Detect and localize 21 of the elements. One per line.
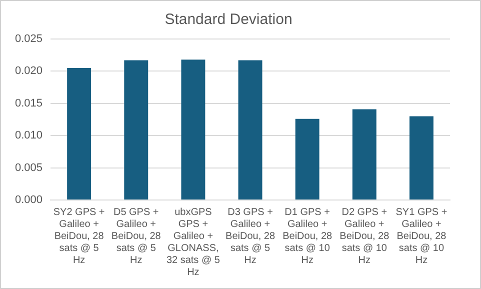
y-tick-label: 0.020 <box>14 65 43 78</box>
x-tick-label: D5 GPS + Galileo + BeiDou, 28 sats @ 5 Hz <box>111 206 162 266</box>
x-tick-label: SY1 GPS + Galileo + BeiDou, 28 sats @ 10 Hz <box>396 206 448 266</box>
x-tick-label: ubxGPS GPS + Galileo + GLONASS, 32 sats @ 5 Hz <box>166 206 220 278</box>
bar <box>409 116 434 200</box>
y-tick-label: 0.015 <box>14 97 43 110</box>
bar <box>181 60 206 200</box>
y-tick-label: 0.000 <box>14 194 43 206</box>
y-tick-label: 0.005 <box>14 162 43 174</box>
x-tick-label: D1 GPS + Galileo + BeiDou, 28 sats @ 10 Hz <box>282 206 333 266</box>
bar <box>352 109 376 200</box>
x-tick-label: D2 GPS + Galileo + BeiDou, 28 sats @ 10 Hz <box>340 206 390 266</box>
y-tick-label: 0.025 <box>14 33 43 46</box>
bar <box>67 68 92 200</box>
bar <box>124 60 148 200</box>
y-tick-label: 0.010 <box>14 130 43 142</box>
x-tick-label: D3 GPS + Galileo + BeiDou, 28 sats @ 5 Hz <box>226 206 276 266</box>
chart-title: Standard Deviation <box>164 11 292 28</box>
bar <box>238 60 262 200</box>
bar <box>295 118 320 200</box>
x-tick-label: SY2 GPS + Galileo + BeiDou, 28 sats @ 5 Hz <box>53 206 105 266</box>
